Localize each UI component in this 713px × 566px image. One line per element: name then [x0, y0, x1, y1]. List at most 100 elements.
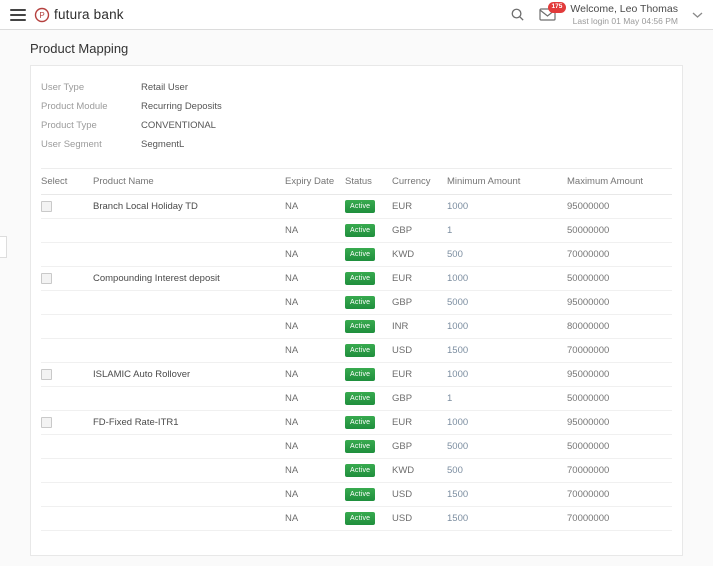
currency-cell: USD	[392, 513, 413, 524]
info-label: Product Module	[41, 101, 108, 112]
search-icon[interactable]	[510, 7, 525, 22]
maximum-amount-cell: 95000000	[567, 369, 610, 380]
expiry-date-cell: NA	[285, 441, 299, 452]
status-badge: Active	[345, 392, 376, 405]
status-cell: Active	[345, 512, 392, 525]
info-label: User Segment	[41, 139, 102, 150]
status-cell: Active	[345, 416, 392, 429]
maximum-amount-cell: 70000000	[567, 249, 610, 260]
maximum-amount-cell: 80000000	[567, 321, 610, 332]
minimum-amount-cell: 1000	[447, 321, 469, 332]
status-cell: Active	[345, 464, 392, 477]
last-login-text: Last login 01 May 04:56 PM	[572, 15, 678, 26]
status-cell: Active	[345, 488, 392, 501]
status-badge: Active	[345, 512, 376, 525]
col-status: Status	[345, 176, 372, 187]
info-value: SegmentL	[141, 139, 185, 150]
currency-cell: GBP	[392, 441, 413, 452]
select-cell	[41, 272, 93, 284]
minimum-amount-cell: 500	[447, 249, 463, 260]
status-cell: Active	[345, 344, 392, 357]
select-checkbox[interactable]	[41, 416, 52, 428]
table-row: FD-Fixed Rate-ITR1 NA Active EUR 1000 95…	[41, 411, 672, 435]
expiry-date-cell: NA	[285, 489, 299, 500]
currency-cell: GBP	[392, 393, 413, 404]
status-badge: Active	[345, 488, 376, 501]
col-minimum-amount: Minimum Amount	[447, 176, 521, 187]
col-select: Select	[41, 176, 68, 187]
status-badge: Active	[345, 440, 376, 453]
currency-cell: EUR	[392, 201, 413, 212]
currency-cell: INR	[392, 321, 409, 332]
futura-bank-logo-icon: P	[34, 7, 50, 23]
table-row: Compounding Interest deposit NA Active E…	[41, 267, 672, 291]
select-cell	[41, 200, 93, 212]
select-cell	[41, 416, 93, 428]
col-currency: Currency	[392, 176, 431, 187]
maximum-amount-cell: 50000000	[567, 273, 610, 284]
expiry-date-cell: NA	[285, 465, 299, 476]
minimum-amount-cell: 5000	[447, 441, 469, 452]
status-cell: Active	[345, 200, 392, 213]
currency-cell: KWD	[392, 249, 415, 260]
table-body: Branch Local Holiday TD NA Active EUR 10…	[41, 195, 672, 531]
minimum-amount-cell: 1500	[447, 513, 469, 524]
info-label: Product Type	[41, 120, 97, 131]
table-row: NA Active KWD 500 70000000	[41, 243, 672, 267]
currency-cell: GBP	[392, 225, 413, 236]
top-bar: P futura bank 175 Welcome, Leo Thomas La…	[0, 0, 713, 30]
maximum-amount-cell: 50000000	[567, 441, 610, 452]
info-value: Recurring Deposits	[141, 101, 222, 112]
chevron-down-icon[interactable]	[692, 11, 703, 19]
expiry-date-cell: NA	[285, 417, 299, 428]
select-cell	[41, 368, 93, 380]
status-badge: Active	[345, 368, 376, 381]
expiry-date-cell: NA	[285, 273, 299, 284]
expiry-date-cell: NA	[285, 369, 299, 380]
expiry-date-cell: NA	[285, 225, 299, 236]
welcome-text: Welcome, Leo Thomas	[570, 3, 678, 16]
table-row: NA Active USD 1500 70000000	[41, 507, 672, 531]
page-title: Product Mapping	[30, 41, 129, 56]
status-badge: Active	[345, 320, 376, 333]
product-name-cell: FD-Fixed Rate-ITR1	[93, 417, 179, 428]
select-checkbox[interactable]	[41, 200, 52, 212]
brand[interactable]: P futura bank	[34, 7, 124, 23]
status-cell: Active	[345, 368, 392, 381]
mail-icon[interactable]: 175	[539, 2, 567, 21]
minimum-amount-cell: 1000	[447, 201, 469, 212]
maximum-amount-cell: 50000000	[567, 393, 610, 404]
side-panel-handle[interactable]	[0, 236, 7, 258]
product-name-cell: Compounding Interest deposit	[93, 273, 220, 284]
status-badge: Active	[345, 296, 376, 309]
col-maximum-amount: Maximum Amount	[567, 176, 644, 187]
table-row: Branch Local Holiday TD NA Active EUR 10…	[41, 195, 672, 219]
maximum-amount-cell: 95000000	[567, 417, 610, 428]
minimum-amount-cell: 1000	[447, 369, 469, 380]
maximum-amount-cell: 95000000	[567, 297, 610, 308]
svg-text:P: P	[39, 11, 44, 20]
minimum-amount-cell: 1000	[447, 417, 469, 428]
status-cell: Active	[345, 248, 392, 261]
status-badge: Active	[345, 464, 376, 477]
info-row-user-type: User Type Retail User	[41, 78, 672, 97]
currency-cell: EUR	[392, 417, 413, 428]
currency-cell: GBP	[392, 297, 413, 308]
minimum-amount-cell: 5000	[447, 297, 469, 308]
expiry-date-cell: NA	[285, 321, 299, 332]
hamburger-icon[interactable]	[10, 8, 26, 21]
expiry-date-cell: NA	[285, 297, 299, 308]
minimum-amount-cell: 1	[447, 393, 453, 404]
currency-cell: USD	[392, 345, 413, 356]
expiry-date-cell: NA	[285, 393, 299, 404]
select-checkbox[interactable]	[41, 368, 52, 380]
table-row: NA Active GBP 1 50000000	[41, 387, 672, 411]
mail-count-badge: 175	[547, 2, 567, 13]
info-row-user-segment: User Segment SegmentL	[41, 135, 672, 154]
product-mapping-card: User Type Retail User Product Module Rec…	[30, 65, 683, 556]
status-badge: Active	[345, 272, 376, 285]
status-cell: Active	[345, 296, 392, 309]
maximum-amount-cell: 70000000	[567, 345, 610, 356]
select-checkbox[interactable]	[41, 272, 52, 284]
user-info: Welcome, Leo Thomas Last login 01 May 04…	[570, 3, 678, 26]
